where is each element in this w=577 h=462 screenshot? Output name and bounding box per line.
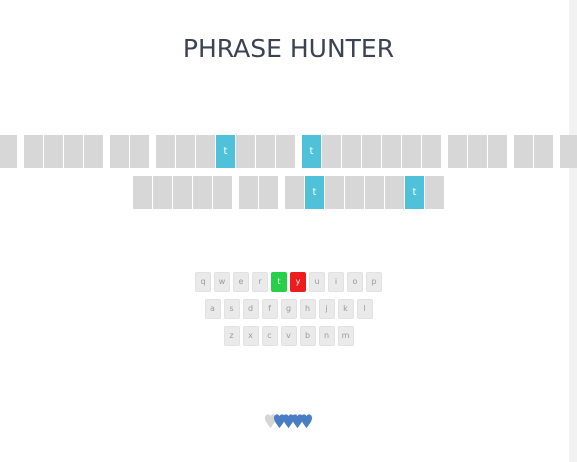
scoreboard [0, 414, 577, 429]
letter-tile-hidden [345, 176, 364, 209]
letter-tile-hidden [44, 135, 63, 168]
letter-tile-hidden [385, 176, 404, 209]
letter-tile-hidden [448, 135, 467, 168]
live-heart-icon [292, 414, 303, 429]
letter-tile-hidden [84, 135, 103, 168]
key-j[interactable]: j [318, 299, 335, 319]
page-edge [569, 0, 577, 462]
key-t[interactable]: t [271, 272, 287, 292]
letter-tile-hidden [213, 176, 232, 209]
phrase-word: t [156, 135, 296, 168]
key-c[interactable]: c [261, 326, 278, 346]
key-b[interactable]: b [299, 326, 316, 346]
phrase-word [110, 135, 150, 168]
key-q[interactable]: q [195, 272, 211, 292]
letter-tile-revealed: t [405, 176, 424, 209]
letter-tile-hidden [425, 176, 444, 209]
key-w[interactable]: w [214, 272, 230, 292]
page-title: PHRASE HUNTER [182, 34, 395, 63]
key-y[interactable]: y [290, 272, 306, 292]
key-m[interactable]: m [337, 326, 354, 346]
letter-tile-hidden [362, 135, 381, 168]
key-k[interactable]: k [337, 299, 354, 319]
letter-tile-hidden [156, 135, 175, 168]
phrase-word [560, 135, 577, 168]
letter-tile-hidden [193, 176, 212, 209]
letter-tile-hidden [325, 176, 344, 209]
phrase-word [514, 135, 554, 168]
letter-tile-hidden [468, 135, 487, 168]
letter-tile-hidden [173, 176, 192, 209]
key-l[interactable]: l [356, 299, 373, 319]
key-i[interactable]: i [328, 272, 344, 292]
letter-tile-hidden [110, 135, 129, 168]
key-r[interactable]: r [252, 272, 268, 292]
key-z[interactable]: z [223, 326, 240, 346]
phrase-word [133, 176, 233, 209]
letter-tile-hidden [153, 176, 172, 209]
letter-tile-revealed: t [302, 135, 321, 168]
live-heart-icon [301, 414, 312, 429]
letter-tile-hidden [534, 135, 553, 168]
key-x[interactable]: x [242, 326, 259, 346]
key-h[interactable]: h [299, 299, 316, 319]
letter-tile-hidden [0, 135, 17, 168]
letter-tile-hidden [64, 135, 83, 168]
letter-tile-hidden [342, 135, 361, 168]
letter-tile-hidden [402, 135, 421, 168]
letter-tile-hidden [196, 135, 215, 168]
live-heart-icon [274, 414, 285, 429]
letter-tile-hidden [24, 135, 43, 168]
letter-tile-hidden [259, 176, 278, 209]
key-g[interactable]: g [280, 299, 297, 319]
letter-tile-hidden [276, 135, 295, 168]
letter-tile-hidden [133, 176, 152, 209]
phrase-word [448, 135, 508, 168]
letter-tile-hidden [514, 135, 533, 168]
key-s[interactable]: s [223, 299, 240, 319]
letter-tile-hidden [239, 176, 258, 209]
phrase-word: t [302, 135, 442, 168]
lost-heart-icon [265, 414, 276, 429]
letter-tile-revealed: t [305, 176, 324, 209]
letter-tile-hidden [422, 135, 441, 168]
phrase-word [239, 176, 279, 209]
letter-tile-revealed: t [216, 135, 235, 168]
letter-tile-hidden [256, 135, 275, 168]
key-v[interactable]: v [280, 326, 297, 346]
key-a[interactable]: a [204, 299, 221, 319]
key-n[interactable]: n [318, 326, 335, 346]
phrase-word [0, 135, 18, 168]
key-u[interactable]: u [309, 272, 325, 292]
letter-tile-hidden [285, 176, 304, 209]
live-heart-icon [283, 414, 294, 429]
key-p[interactable]: p [366, 272, 382, 292]
letter-tile-hidden [130, 135, 149, 168]
letter-tile-hidden [382, 135, 401, 168]
letter-tile-hidden [488, 135, 507, 168]
letter-tile-hidden [236, 135, 255, 168]
key-f[interactable]: f [261, 299, 278, 319]
key-o[interactable]: o [347, 272, 363, 292]
letter-tile-hidden [560, 135, 577, 168]
letter-tile-hidden [365, 176, 384, 209]
key-e[interactable]: e [233, 272, 249, 292]
letter-tile-hidden [322, 135, 341, 168]
letter-tile-hidden [176, 135, 195, 168]
key-d[interactable]: d [242, 299, 259, 319]
phrase-word [24, 135, 104, 168]
